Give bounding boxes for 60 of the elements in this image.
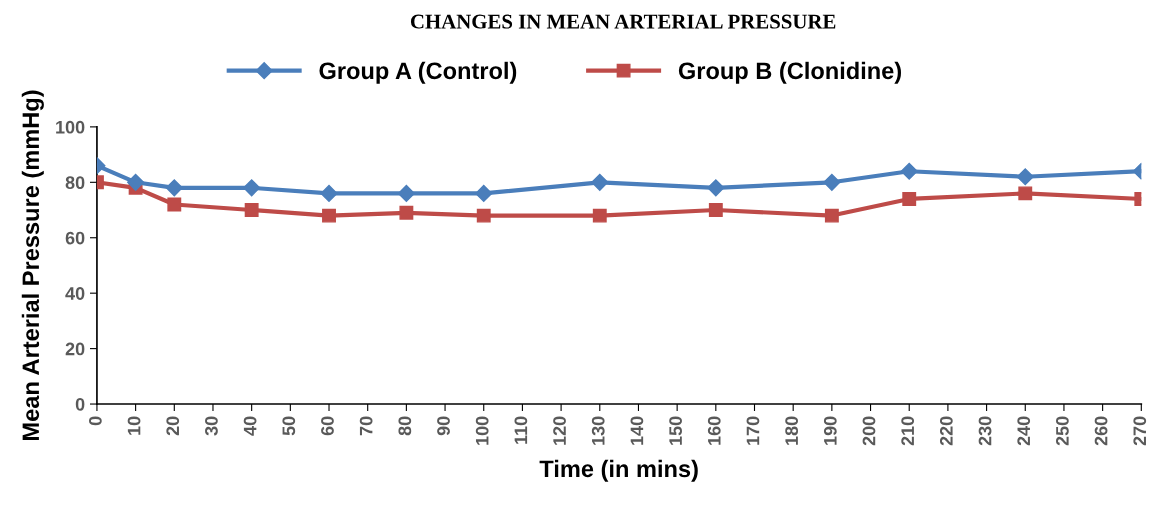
x-tick-label: 190: [823, 416, 837, 445]
x-axis-title: Time (in mins): [539, 459, 698, 482]
x-tick-label: 10: [127, 416, 141, 435]
x-tick-label: 140: [630, 416, 644, 445]
point: [708, 203, 723, 217]
y-tick-label: 100: [56, 120, 85, 134]
chart-title: CHANGES IN MEAN ARTERIAL PRESSURE: [410, 14, 836, 29]
y-tick-label: 20: [65, 342, 85, 356]
x-tick-label: 50: [282, 416, 296, 436]
point: [476, 208, 491, 223]
x-tick-label: 0: [89, 416, 102, 426]
x-tick-label: 160: [707, 416, 721, 445]
point: [127, 173, 145, 191]
point: [592, 208, 607, 223]
x-tick-label: 230: [978, 416, 992, 446]
point: [591, 173, 609, 191]
x-tick-label: 20: [166, 416, 180, 436]
x-tick-label: 170: [746, 416, 760, 445]
point: [397, 184, 415, 202]
x-tick-label: 200: [862, 416, 876, 446]
point: [900, 162, 918, 180]
point: [165, 179, 183, 197]
point: [707, 179, 725, 197]
x-tick-label: 110: [514, 416, 528, 444]
x-tick-label: 250: [1056, 416, 1069, 446]
point: [167, 197, 182, 212]
point: [243, 179, 261, 197]
y-tick-label: 40: [65, 287, 85, 300]
x-tick-label: 100: [475, 416, 489, 445]
x-tick-label: 260: [1094, 416, 1108, 446]
legend-label: Group B (Clonidine): [678, 61, 901, 84]
x-tick-label: 270: [1133, 416, 1147, 446]
x-tick-label: 240: [1017, 416, 1031, 446]
y-tick-label: 80: [65, 176, 85, 190]
x-tick-label: 120: [553, 416, 566, 445]
point: [322, 208, 336, 223]
point: [399, 205, 414, 220]
x-tick-label: 180: [785, 416, 799, 445]
x-tick-label: 220: [939, 416, 953, 446]
legend-label: Group A (Control): [319, 61, 517, 84]
point: [475, 184, 493, 202]
x-tick-label: 210: [901, 416, 915, 446]
x-tick-label: 70: [359, 416, 373, 436]
y-tick-label: 0: [75, 397, 85, 411]
point: [1018, 186, 1033, 201]
point: [320, 184, 338, 202]
x-tick-label: 130: [591, 416, 605, 445]
x-tick-label: 150: [669, 416, 682, 445]
point: [1016, 168, 1034, 186]
x-tick-label: 40: [243, 416, 257, 436]
x-tick-label: 60: [321, 416, 334, 436]
point: [824, 208, 839, 223]
x-tick-label: 80: [398, 416, 412, 436]
point: [902, 191, 917, 206]
y-axis-title: Mean Arterial Pressure (mmHg): [21, 90, 44, 440]
x-tick-label: 90: [437, 416, 450, 436]
point: [823, 173, 841, 191]
x-tick-label: 30: [205, 416, 218, 436]
point: [244, 203, 259, 217]
y-tick-label: 60: [65, 231, 85, 245]
